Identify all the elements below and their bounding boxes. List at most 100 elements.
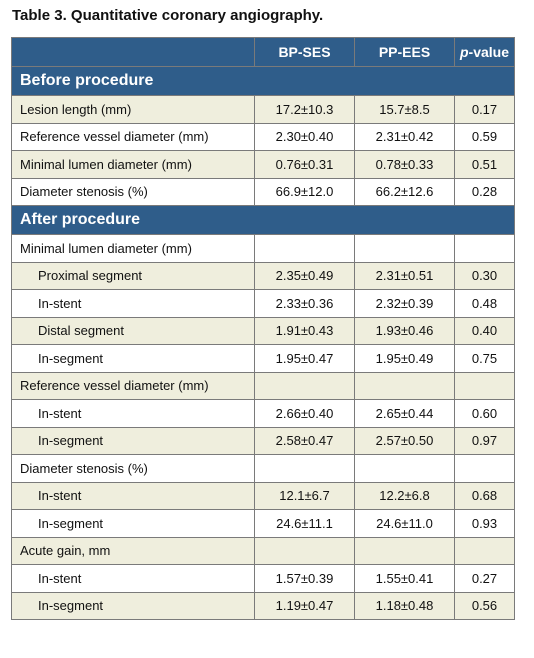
row-label: Distal segment xyxy=(11,316,255,345)
p-value: 0.27 xyxy=(454,564,515,593)
pp-ees-value: 15.7±8.5 xyxy=(354,95,455,124)
header-p-value: p-value xyxy=(454,37,515,67)
table-row: Proximal segment 2.35±0.49 2.31±0.51 0.30 xyxy=(11,261,515,290)
empty-cell xyxy=(454,536,515,565)
section-header-row: After procedure xyxy=(11,205,515,235)
empty-cell xyxy=(354,536,455,565)
section-header-row: Before procedure xyxy=(11,66,515,96)
qca-table: BP-SES PP-EES p-value Before procedure Le… xyxy=(11,37,515,620)
table-row: In-stent 2.33±0.36 2.32±0.39 0.48 xyxy=(11,289,515,318)
row-label: Lesion length (mm) xyxy=(11,95,255,124)
p-value: 0.68 xyxy=(454,481,515,510)
bp-ses-value: 24.6±11.1 xyxy=(254,509,355,538)
table-row: In-stent 1.57±0.39 1.55±0.41 0.27 xyxy=(11,564,515,593)
bp-ses-value: 66.9±12.0 xyxy=(254,177,355,206)
empty-cell xyxy=(254,454,355,483)
bp-ses-value: 2.33±0.36 xyxy=(254,289,355,318)
group-row: Acute gain, mm xyxy=(11,536,515,565)
header-pp-ees: PP-EES xyxy=(354,37,455,67)
group-row: Reference vessel diameter (mm) xyxy=(11,371,515,400)
row-label: Diameter stenosis (%) xyxy=(11,177,255,206)
p-value: 0.51 xyxy=(454,150,515,179)
empty-cell xyxy=(354,371,455,400)
row-label: In-segment xyxy=(11,509,255,538)
table-row: In-stent 12.1±6.7 12.2±6.8 0.68 xyxy=(11,481,515,510)
p-value: 0.28 xyxy=(454,177,515,206)
empty-cell xyxy=(454,234,515,263)
p-value: 0.30 xyxy=(454,261,515,290)
pp-ees-value: 1.93±0.46 xyxy=(354,316,455,345)
p-value: 0.75 xyxy=(454,344,515,373)
pp-ees-value: 2.32±0.39 xyxy=(354,289,455,318)
row-label: In-stent xyxy=(11,564,255,593)
group-label: Acute gain, mm xyxy=(11,536,255,565)
pp-ees-value: 2.31±0.42 xyxy=(354,122,455,151)
section-title: After procedure xyxy=(11,205,515,235)
empty-cell xyxy=(254,371,355,400)
table-row: Minimal lumen diameter (mm) 0.76±0.31 0.78… xyxy=(11,150,515,179)
header-bp-ses: BP-SES xyxy=(254,37,355,67)
pp-ees-value: 1.95±0.49 xyxy=(354,344,455,373)
bp-ses-value: 12.1±6.7 xyxy=(254,481,355,510)
empty-cell xyxy=(454,454,515,483)
p-value: 0.97 xyxy=(454,426,515,455)
bp-ses-value: 1.19±0.47 xyxy=(254,591,355,620)
bp-ses-value: 1.91±0.43 xyxy=(254,316,355,345)
empty-cell xyxy=(454,371,515,400)
pp-ees-value: 24.6±11.0 xyxy=(354,509,455,538)
table-row: In-segment 2.58±0.47 2.57±0.50 0.97 xyxy=(11,426,515,455)
header-empty-cell xyxy=(11,37,255,67)
empty-cell xyxy=(254,536,355,565)
row-label: In-stent xyxy=(11,289,255,318)
p-value: 0.17 xyxy=(454,95,515,124)
table-header-row: BP-SES PP-EES p-value xyxy=(11,37,515,67)
group-row: Minimal lumen diameter (mm) xyxy=(11,234,515,263)
table-row: Lesion length (mm) 17.2±10.3 15.7±8.5 0.17 xyxy=(11,95,515,124)
p-value: 0.56 xyxy=(454,591,515,620)
table-row: In-segment 24.6±11.1 24.6±11.0 0.93 xyxy=(11,509,515,538)
table-row: Diameter stenosis (%) 66.9±12.0 66.2±12.6 0… xyxy=(11,177,515,206)
bp-ses-value: 17.2±10.3 xyxy=(254,95,355,124)
empty-cell xyxy=(354,454,455,483)
pp-ees-value: 2.57±0.50 xyxy=(354,426,455,455)
bp-ses-value: 2.35±0.49 xyxy=(254,261,355,290)
table-body: Before procedure Lesion length (mm) 17.2±1… xyxy=(11,66,515,620)
table-row: Distal segment 1.91±0.43 1.93±0.46 0.40 xyxy=(11,316,515,345)
bp-ses-value: 2.66±0.40 xyxy=(254,399,355,428)
group-label: Reference vessel diameter (mm) xyxy=(11,371,255,400)
bp-ses-value: 0.76±0.31 xyxy=(254,150,355,179)
row-label: In-segment xyxy=(11,591,255,620)
table-row: Reference vessel diameter (mm) 2.30±0.40 2… xyxy=(11,122,515,151)
pp-ees-value: 12.2±6.8 xyxy=(354,481,455,510)
pp-ees-value: 1.55±0.41 xyxy=(354,564,455,593)
row-label: In-stent xyxy=(11,481,255,510)
pp-ees-value: 2.65±0.44 xyxy=(354,399,455,428)
bp-ses-value: 2.30±0.40 xyxy=(254,122,355,151)
table-row: In-stent 2.66±0.40 2.65±0.44 0.60 xyxy=(11,399,515,428)
table-row: In-segment 1.19±0.47 1.18±0.48 0.56 xyxy=(11,591,515,620)
p-value: 0.93 xyxy=(454,509,515,538)
pp-ees-value: 0.78±0.33 xyxy=(354,150,455,179)
p-value: 0.48 xyxy=(454,289,515,318)
empty-cell xyxy=(254,234,355,263)
p-value: 0.60 xyxy=(454,399,515,428)
pp-ees-value: 2.31±0.51 xyxy=(354,261,455,290)
section-title: Before procedure xyxy=(11,66,515,96)
row-label: In-segment xyxy=(11,426,255,455)
group-label: Minimal lumen diameter (mm) xyxy=(11,234,255,263)
row-label: Proximal segment xyxy=(11,261,255,290)
row-label: Reference vessel diameter (mm) xyxy=(11,122,255,151)
table-row: In-segment 1.95±0.47 1.95±0.49 0.75 xyxy=(11,344,515,373)
group-label: Diameter stenosis (%) xyxy=(11,454,255,483)
table-caption: Table 3. Quantitative coronary angiograp… xyxy=(12,7,324,24)
pp-ees-value: 66.2±12.6 xyxy=(354,177,455,206)
p-value: 0.40 xyxy=(454,316,515,345)
empty-cell xyxy=(354,234,455,263)
bp-ses-value: 1.95±0.47 xyxy=(254,344,355,373)
p-value: 0.59 xyxy=(454,122,515,151)
row-label: In-stent xyxy=(11,399,255,428)
bp-ses-value: 2.58±0.47 xyxy=(254,426,355,455)
group-row: Diameter stenosis (%) xyxy=(11,454,515,483)
pp-ees-value: 1.18±0.48 xyxy=(354,591,455,620)
bp-ses-value: 1.57±0.39 xyxy=(254,564,355,593)
